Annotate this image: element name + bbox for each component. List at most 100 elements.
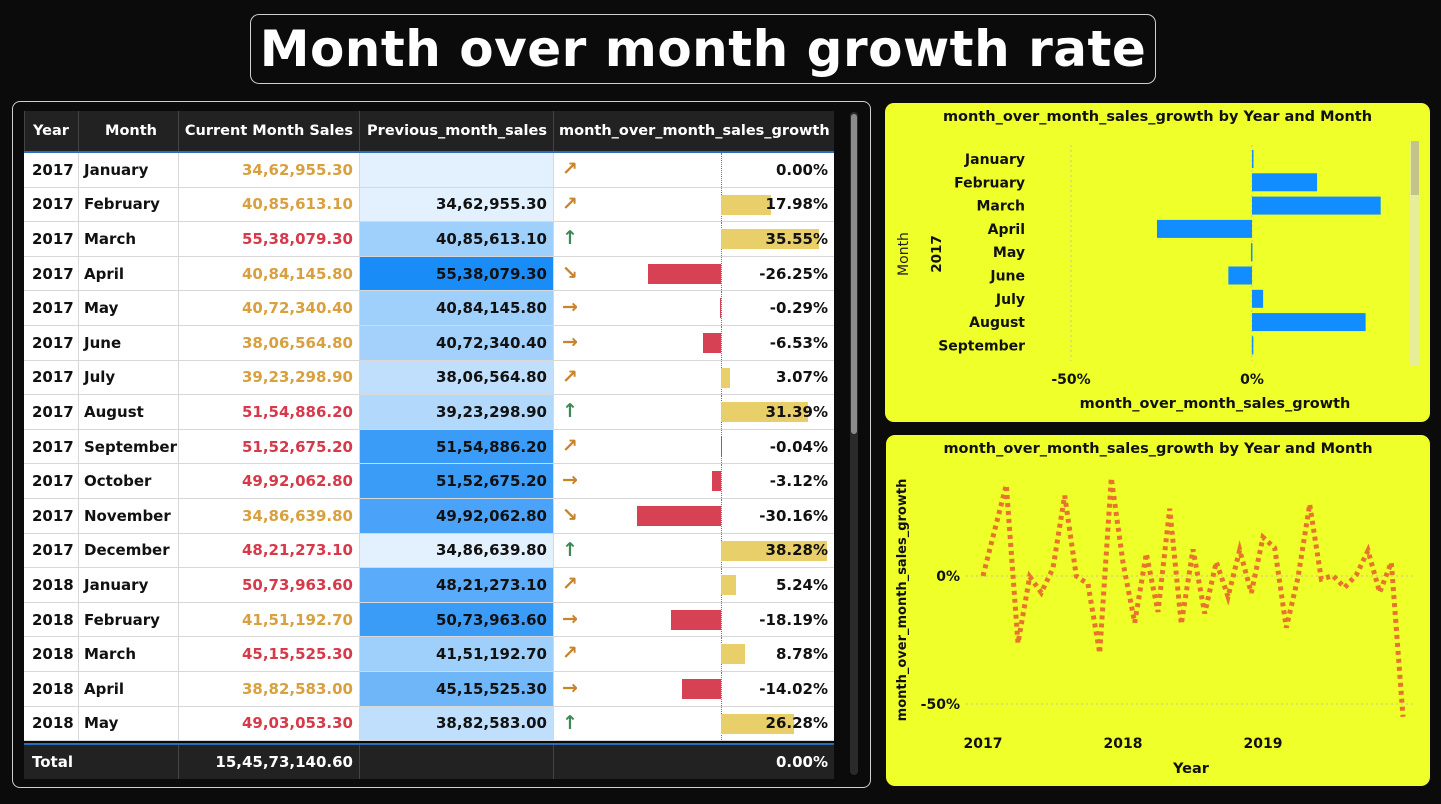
- growth-value: -26.25%: [759, 264, 828, 283]
- line-chart-xaxis-title: Year: [1172, 761, 1210, 777]
- cell-month: October: [78, 464, 178, 498]
- cell-previous-sales: 39,23,298.90: [359, 395, 553, 429]
- line-chart-xtick: 2018: [1104, 736, 1143, 752]
- bar-chart-bar: [1156, 219, 1252, 238]
- cell-month: November: [78, 498, 178, 533]
- table-row[interactable]: 2018 April 38,82,583.00 45,15,525.30 → -14.02…: [24, 671, 834, 707]
- col-header-month[interactable]: Month: [78, 111, 178, 151]
- bar-chart-xtick: 0%: [1240, 372, 1264, 388]
- cell-growth: ↗ -0.04%: [553, 429, 834, 464]
- bar-chart-bar: [1251, 336, 1254, 355]
- cell-growth: ↗ 17.98%: [553, 187, 834, 222]
- cell-current-sales: 40,84,145.80: [178, 256, 359, 291]
- cell-previous-sales: 51,52,675.20: [359, 464, 553, 498]
- cell-growth: ↗ 8.78%: [553, 637, 834, 671]
- table-row[interactable]: 2017 May 40,72,340.40 40,84,145.80 → -0.29%: [24, 291, 834, 326]
- cell-previous-sales: 34,62,955.30: [359, 187, 553, 222]
- table-row[interactable]: 2017 September 51,52,675.20 51,54,886.20 ↗ -0…: [24, 429, 834, 465]
- growth-value: 31.39%: [765, 402, 828, 421]
- arrow-up-icon: ↑: [562, 227, 578, 250]
- col-header-current-sales[interactable]: Current Month Sales: [178, 111, 359, 151]
- table-row[interactable]: 2018 March 45,15,525.30 41,51,192.70 ↗ 8.78%: [24, 637, 834, 672]
- table-header: Year Month Current Month Sales Previous_…: [24, 111, 834, 153]
- growth-data-bar: [721, 194, 771, 215]
- cell-year: 2018: [32, 610, 74, 629]
- line-chart-series: [980, 477, 1406, 717]
- bar-chart-xtick: -50%: [1051, 372, 1090, 388]
- table-row[interactable]: 2017 November 34,86,639.80 49,92,062.80 ↘ -30…: [24, 498, 834, 534]
- cell-year: 2017: [32, 368, 74, 387]
- growth-value: 8.78%: [775, 645, 828, 664]
- growth-axis-line: [721, 256, 722, 291]
- bar-chart-category-label: August: [969, 315, 1025, 331]
- bar-chart-category-label: May: [993, 245, 1025, 261]
- table-body[interactable]: 2017 January 34,62,955.30 ↗ 0.00% 2017 Februar…: [24, 153, 834, 743]
- table-row[interactable]: 2018 May 49,03,053.30 38,82,583.00 ↑ 26.28%: [24, 706, 834, 742]
- cell-year: 2017: [32, 160, 74, 179]
- arrow-down-right-icon: ↘: [562, 261, 578, 284]
- growth-value: 17.98%: [765, 195, 828, 214]
- table-scrollbar-thumb[interactable]: [851, 114, 857, 434]
- growth-axis-line: [721, 498, 722, 533]
- bar-chart-category-label: April: [988, 222, 1025, 238]
- table-scrollbar[interactable]: [850, 112, 858, 775]
- bar-chart-category-label: July: [995, 292, 1025, 308]
- arrow-up-right-icon: ↗: [562, 573, 578, 596]
- total-growth-cell: 0.00%: [553, 745, 834, 779]
- line-chart-xtick: 2017: [964, 736, 1003, 752]
- line-chart-title: month_over_month_sales_growth by Year an…: [943, 441, 1373, 457]
- bar-chart-bar: [1250, 243, 1253, 262]
- cell-previous-sales: 40,72,340.40: [359, 325, 553, 360]
- growth-value: -18.19%: [759, 610, 828, 629]
- cell-previous-sales: 45,15,525.30: [359, 671, 553, 706]
- growth-data-bar: [702, 332, 721, 353]
- growth-table: Year Month Current Month Sales Previous_…: [24, 111, 834, 779]
- growth-value: -0.29%: [769, 299, 828, 318]
- cell-current-sales: 45,15,525.30: [178, 637, 359, 671]
- col-header-growth[interactable]: month_over_month_sales_growth: [553, 111, 834, 151]
- cell-year: 2017: [32, 402, 74, 421]
- cell-year: 2017: [32, 299, 74, 318]
- table-row[interactable]: 2017 March 55,38,079.30 40,85,613.10 ↑ 35.55%: [24, 222, 834, 257]
- cell-year: 2017: [32, 506, 74, 525]
- cell-growth: ↗ 0.00%: [553, 153, 834, 187]
- table-row[interactable]: 2017 July 39,23,298.90 38,06,564.80 ↗ 3.07%: [24, 360, 834, 396]
- cell-month: January: [78, 153, 178, 187]
- growth-data-bar: [721, 229, 820, 250]
- table-row[interactable]: 2017 January 34,62,955.30 ↗ 0.00%: [24, 153, 834, 188]
- arrow-right-icon: →: [562, 330, 578, 353]
- bar-chart-title: month_over_month_sales_growth by Year an…: [942, 109, 1373, 125]
- table-row[interactable]: 2017 June 38,06,564.80 40,72,340.40 → -6.53%: [24, 325, 834, 361]
- cell-current-sales: 34,62,955.30: [178, 153, 359, 187]
- arrow-up-right-icon: ↗: [562, 642, 578, 665]
- cell-year: 2017: [32, 333, 74, 352]
- total-growth: 0.00%: [775, 753, 828, 771]
- table-row[interactable]: 2017 April 40,84,145.80 55,38,079.30 ↘ -26.25…: [24, 256, 834, 292]
- cell-current-sales: 38,82,583.00: [178, 671, 359, 706]
- growth-data-bar: [721, 402, 808, 423]
- cell-growth: → -3.12%: [553, 464, 834, 498]
- col-header-year[interactable]: Year: [24, 111, 78, 151]
- bar-chart-scrollbar: [1410, 141, 1420, 365]
- table-row[interactable]: 2017 October 49,92,062.80 51,52,675.20 → -3.1…: [24, 464, 834, 499]
- col-header-previous-sales[interactable]: Previous_month_sales: [359, 111, 553, 151]
- growth-value: 3.07%: [775, 368, 828, 387]
- line-chart-svg: 0% -50% 2017 2018 2019 Year month_over_month_s…: [895, 477, 1416, 777]
- growth-value: -3.12%: [769, 472, 828, 491]
- table-row[interactable]: 2017 December 48,21,273.10 34,86,639.80 ↑ 38.…: [24, 533, 834, 569]
- growth-value: -14.02%: [759, 679, 828, 698]
- table-visual-frame: [12, 101, 871, 788]
- growth-value: 35.55%: [765, 229, 828, 248]
- table-row[interactable]: 2018 January 50,73,963.60 48,21,273.10 ↗ 5.24…: [24, 568, 834, 603]
- cell-current-sales: 50,73,963.60: [178, 568, 359, 602]
- growth-data-bar: [721, 367, 730, 388]
- bar-chart-category-label: January: [964, 152, 1025, 168]
- table-row[interactable]: 2017 February 40,85,613.10 34,62,955.30 ↗ 17.…: [24, 187, 834, 223]
- cell-growth: ↑ 26.28%: [553, 706, 834, 741]
- arrow-right-icon: →: [562, 607, 578, 630]
- table-row[interactable]: 2018 February 41,51,192.70 50,73,963.60 → -18…: [24, 602, 834, 638]
- cell-current-sales: 39,23,298.90: [178, 360, 359, 395]
- cell-current-sales: 38,06,564.80: [178, 325, 359, 360]
- table-row[interactable]: 2017 August 51,54,886.20 39,23,298.90 ↑ 31.39…: [24, 395, 834, 430]
- bar-chart-xaxis-title: month_over_month_sales_growth: [1080, 396, 1351, 412]
